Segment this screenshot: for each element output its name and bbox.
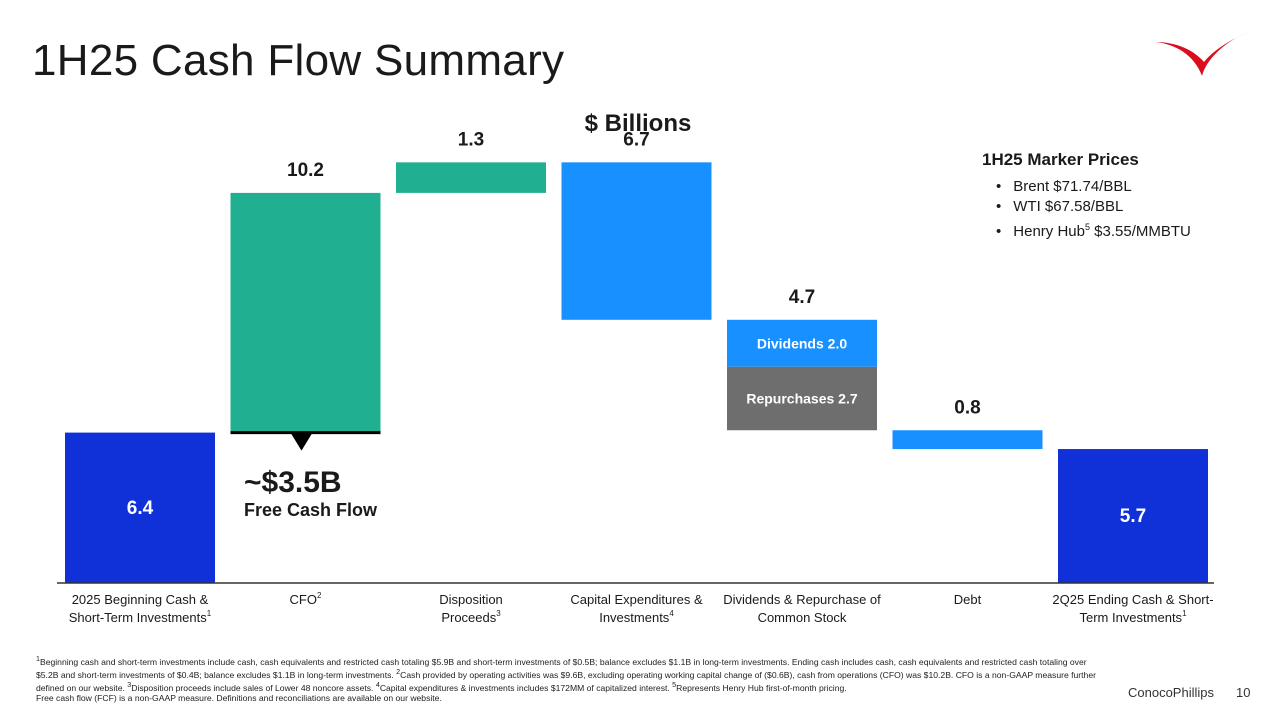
marker-price-brent: Brent $71.74/BBL (996, 178, 1191, 196)
marker-prices-heading: 1H25 Marker Prices (982, 150, 1139, 169)
category-label: Dividends & Repurchase of (723, 592, 881, 607)
bar-5 (892, 430, 1043, 450)
conocophillips-logo-icon (1156, 32, 1248, 76)
segment-label-repurchases: Repurchases 2.7 (746, 391, 857, 407)
bar-segment-repurchases (727, 366, 877, 431)
footnote-3: 3Disposition proceeds include sales of L… (127, 680, 376, 693)
bar-value-label: 4.7 (789, 287, 815, 308)
category-label: Common Stock (758, 610, 847, 625)
category-label: Proceeds3 (441, 609, 501, 625)
category-label: Debt (954, 592, 982, 607)
category-label: Term Investments1 (1079, 609, 1187, 625)
marker-prices-panel: 1H25 Marker Prices Brent $71.74/BBL WTI … (982, 150, 1191, 243)
fcf-amount: ~$3.5B (244, 466, 342, 499)
footnote-4: 4Capital expenditures & investments incl… (375, 680, 673, 693)
category-label: 2Q25 Ending Cash & Short- (1052, 592, 1213, 607)
bar-value-label: 1.3 (458, 129, 484, 150)
category-label: Capital Expenditures & (570, 592, 703, 607)
waterfall-chart: $ Billions 6.4 2025 Beginning Cash & Short-… (57, 110, 1214, 625)
brand-name: ConocoPhillips (1128, 685, 1214, 700)
category-label: Investments4 (599, 609, 674, 625)
fcf-label: Free Cash Flow (244, 500, 378, 520)
bar-value-label: 10.2 (287, 160, 324, 181)
bar-segment-dividends (727, 319, 877, 367)
bar-value-label: 5.7 (1120, 506, 1146, 527)
bar-value-label: 0.8 (954, 397, 980, 418)
bar-3 (561, 162, 712, 320)
chart-title: $ Billions (585, 110, 692, 137)
footnote-5: 5Represents Henry Hub first-of-month pri… (672, 680, 847, 693)
category-label: Disposition (439, 592, 503, 607)
segment-label-dividends: Dividends 2.0 (757, 335, 847, 351)
footnotes: 1Beginning cash and short-term investmen… (36, 654, 1096, 703)
category-label: 2025 Beginning Cash & (72, 592, 209, 607)
bar-2 (396, 162, 546, 193)
bar-value-label: 6.4 (127, 498, 154, 519)
bar-value-label: 6.7 (623, 129, 649, 150)
bar-1 (230, 192, 381, 433)
page-title: 1H25 Cash Flow Summary (32, 36, 565, 85)
page-number: 10 (1236, 685, 1251, 700)
bar-0 (65, 432, 215, 583)
category-label: Short-Term Investments1 (69, 609, 212, 625)
marker-price-henry-hub: Henry Hub5 $3.55/MMBTU (996, 218, 1191, 241)
category-label: CFO2 (290, 591, 322, 607)
footnote-fcf: Free cash flow (FCF) is a non-GAAP measu… (36, 692, 442, 703)
footnote-2: 2Cash provided by operating activities w… (36, 667, 1096, 693)
marker-price-wti: WTI $67.58/BBL (996, 198, 1191, 216)
bar-6 (1058, 449, 1208, 583)
fcf-marker-arrow (290, 432, 313, 451)
footnote-1: 1Beginning cash and short-term investmen… (36, 655, 1087, 680)
